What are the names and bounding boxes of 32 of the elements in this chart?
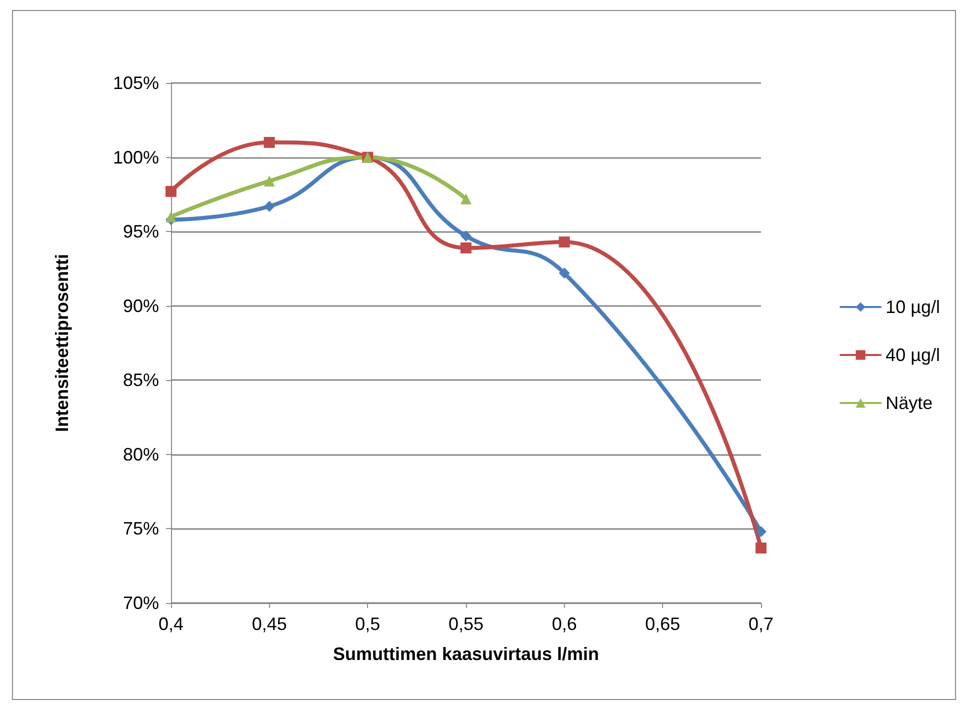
legend-label: 40 µg/l	[886, 345, 940, 365]
point	[460, 193, 472, 204]
legend-label: Näyte	[886, 393, 933, 413]
y-tick-label: 80%	[122, 444, 159, 464]
x-tick-label: 0,55	[448, 614, 484, 634]
x-tick-label: 0,5	[355, 614, 380, 634]
point	[264, 200, 275, 212]
legend-label: 10 µg/l	[886, 297, 940, 317]
point	[166, 211, 176, 222]
x-tick-label: 0,7	[748, 614, 774, 634]
x-tick-label: 0,6	[552, 614, 577, 634]
point	[166, 186, 176, 197]
point	[558, 268, 570, 279]
y-axis-title: Intensiteettiprosentti	[52, 254, 72, 432]
point	[264, 176, 275, 187]
y-tick-label: 100%	[112, 147, 159, 168]
point	[558, 236, 570, 248]
point	[264, 136, 275, 148]
x-tick-label: 0,65	[645, 614, 680, 634]
y-tick-label: 75%	[122, 518, 159, 539]
point	[756, 542, 766, 554]
y-tick-label: 95%	[122, 222, 159, 242]
y-tick-label: 90%	[122, 296, 159, 316]
point	[756, 526, 766, 538]
x-tick-label: 0,45	[252, 614, 287, 634]
point	[460, 230, 472, 242]
y-tick-label: 105%	[112, 73, 159, 93]
y-tick-label: 70%	[122, 593, 159, 613]
x-axis-title: Sumuttimen kaasuvirtaus l/min	[332, 644, 600, 664]
x-tick-label: 0,4	[158, 614, 184, 634]
point	[460, 242, 472, 254]
y-tick-label: 85%	[122, 370, 159, 390]
